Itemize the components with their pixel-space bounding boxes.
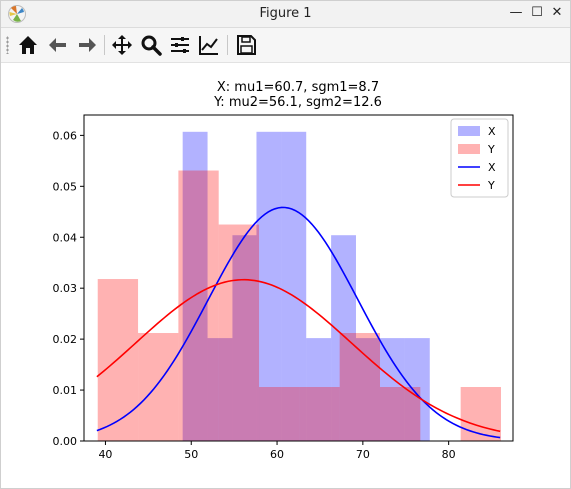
window-title: Figure 1: [259, 6, 312, 21]
x-tick-label: 40: [98, 448, 112, 461]
x-tick-label: 70: [356, 448, 370, 461]
histogram-bar-y-3: [218, 224, 260, 441]
toolbar-separator: [227, 35, 228, 55]
edit-axes-icon: [199, 36, 218, 55]
histogram-bar-y-2: [178, 170, 219, 441]
maximize-button[interactable]: ☐: [528, 4, 546, 22]
histogram-bar-x-3: [256, 131, 282, 441]
histogram-bar-x-2: [232, 235, 257, 441]
save-icon: [237, 35, 256, 55]
histogram-bar-y-6: [339, 333, 381, 441]
back-arrow-icon: [49, 38, 66, 52]
legend-box: [450, 118, 509, 198]
histogram-bar-x-4: [281, 131, 307, 441]
y-tick-label: 0.01: [53, 384, 78, 397]
pan-button[interactable]: [110, 33, 134, 57]
navigation-toolbar: [1, 28, 570, 63]
axes-frame: [83, 114, 514, 442]
save-button[interactable]: [234, 33, 258, 57]
x-tick-label: 60: [270, 448, 284, 461]
close-icon: ✕: [551, 5, 563, 20]
axis-layer: 40 50 60 70 80 0.00 0.01 0.02 0.03 0.04 0.05 0.06: [53, 129, 456, 461]
x-tick-label: 80: [442, 448, 456, 461]
y-tick-label: 0.02: [53, 333, 78, 346]
maximize-icon: ☐: [531, 5, 543, 20]
toolbar-separator: [104, 35, 105, 55]
minimize-button[interactable]: —: [507, 4, 525, 22]
zoom-button[interactable]: [139, 33, 163, 57]
histogram-bar-x-7: [355, 338, 381, 441]
legend-label: Y: [487, 143, 495, 156]
configure-subplots-icon: [171, 37, 189, 53]
configure-subplots-button[interactable]: [168, 33, 192, 57]
legend-label: Y: [487, 179, 495, 192]
back-button[interactable]: [46, 33, 70, 57]
histogram-bar-x-1: [207, 338, 233, 441]
histogram-layer: [97, 131, 501, 441]
histogram-bar-x-9: [404, 338, 430, 441]
edit-axes-button[interactable]: [197, 33, 221, 57]
home-button[interactable]: [16, 33, 40, 57]
y-tick-label: 0.04: [53, 231, 78, 244]
density-curve-x: [96, 206, 501, 439]
close-button[interactable]: ✕: [548, 4, 566, 22]
toolbar-grip[interactable]: [6, 36, 9, 54]
legend-label: X: [488, 125, 496, 138]
histogram-bar-x-8: [380, 338, 405, 441]
forward-button[interactable]: [75, 33, 99, 57]
plot-canvas[interactable]: X: mu1=60.7, sgm1=8.7 Y: mu2=56.1, sgm2=…: [1, 63, 570, 488]
zoom-icon: [141, 35, 162, 56]
legend-swatch-y: [458, 144, 480, 154]
y-tick-label: 0.03: [53, 282, 78, 295]
histogram-bar-x-0: [182, 131, 208, 441]
home-icon: [19, 36, 37, 54]
curve-layer: [96, 206, 501, 439]
histogram-bar-y-5: [299, 387, 340, 441]
legend-swatch-x: [458, 126, 480, 136]
y-tick-label: 0.05: [53, 180, 78, 193]
y-tick-label: 0.06: [53, 129, 78, 142]
histogram-bar-y-9: [460, 387, 501, 441]
minimize-icon: —: [509, 5, 523, 20]
histogram-bar-x-6: [331, 235, 356, 441]
legend-label: X: [488, 161, 496, 174]
histogram-bar-x-5: [306, 338, 332, 441]
chart-title-line-2: Y: mu2=56.1, sgm2=12.6: [213, 95, 382, 110]
chart-title-line-1: X: mu1=60.7, sgm1=8.7: [217, 80, 379, 95]
x-tick-label: 50: [184, 448, 198, 461]
density-curve-y: [96, 278, 501, 433]
histogram-bar-y-4: [259, 387, 300, 441]
matplotlib-app-icon: [8, 5, 26, 23]
y-tick-label: 0.00: [53, 435, 78, 448]
title-bar: Figure 1 — ☐ ✕: [1, 1, 570, 28]
histogram-bar-y-1: [138, 333, 179, 441]
histogram-bar-y-7: [380, 387, 421, 441]
forward-arrow-icon: [79, 38, 96, 52]
pan-icon: [112, 35, 132, 55]
